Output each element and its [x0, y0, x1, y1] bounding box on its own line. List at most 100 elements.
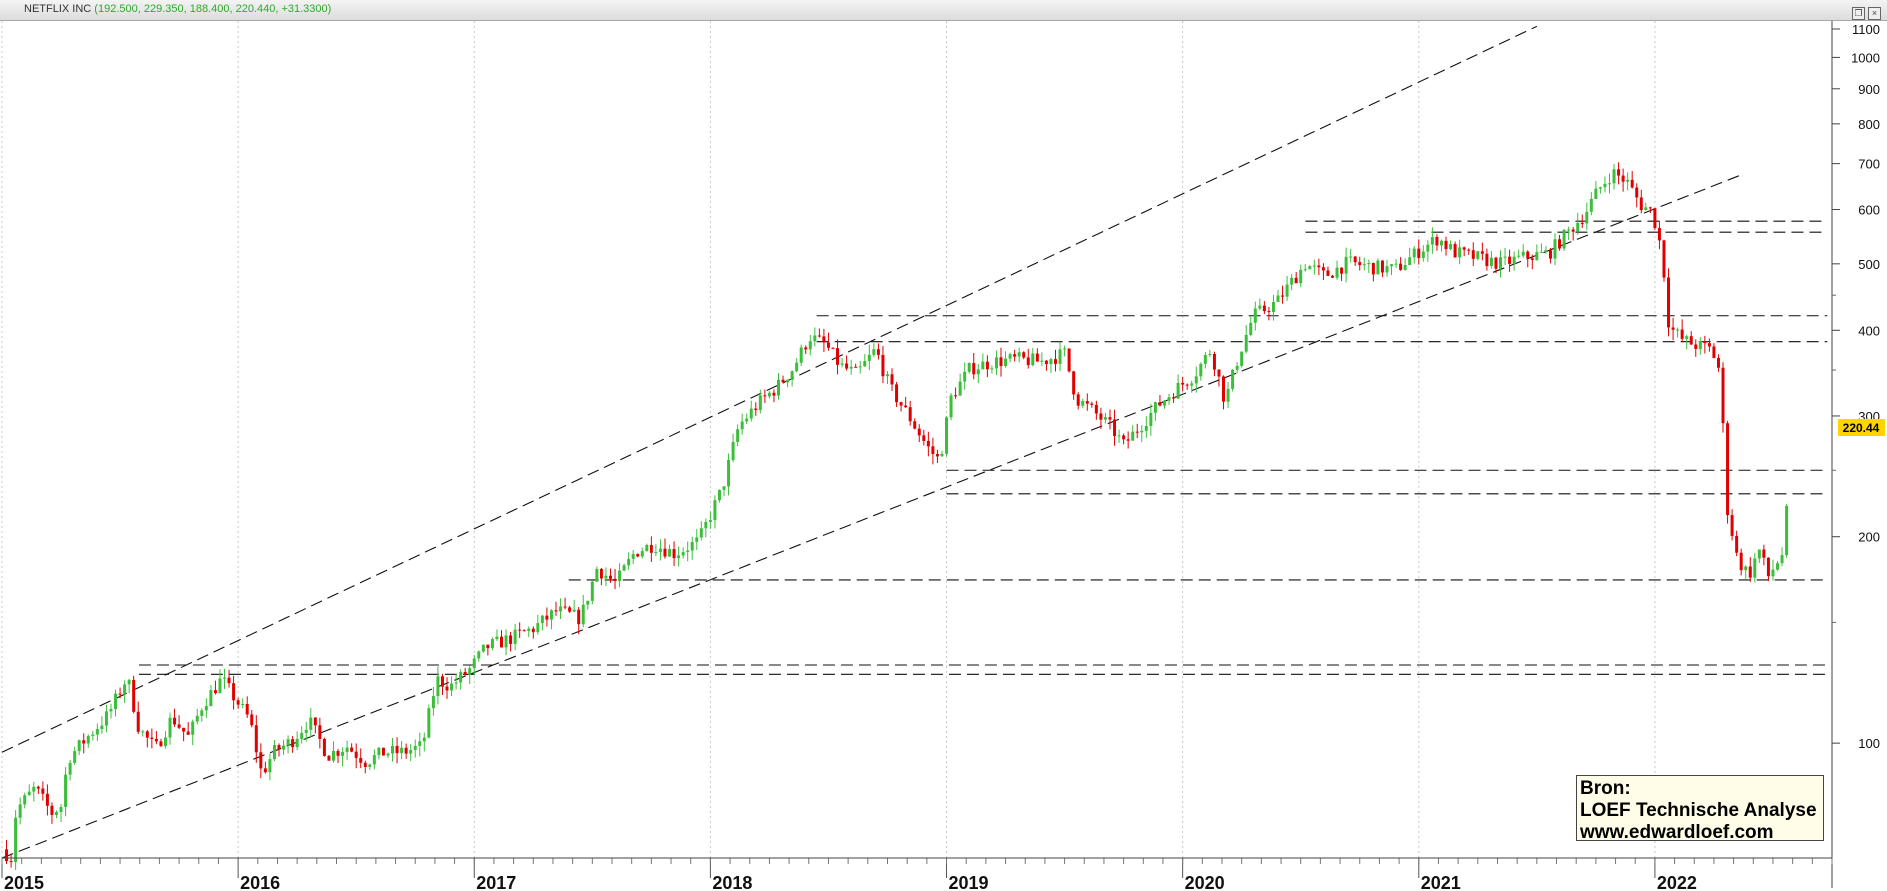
candle-body-down [1548, 250, 1552, 259]
candle-body-up [223, 677, 227, 679]
candle-body-down [904, 405, 908, 408]
candle-body-up [1499, 257, 1503, 269]
candle-body-up [1131, 431, 1135, 441]
candle-body-up [1049, 359, 1053, 365]
candle-body-down [926, 440, 930, 447]
close-icon[interactable]: × [1868, 7, 1881, 20]
candle-body-down [954, 395, 958, 397]
candle-body-down [486, 644, 490, 649]
candle-body-up [436, 676, 440, 697]
candle-body-down [159, 741, 163, 747]
candle-body-up [799, 347, 803, 363]
candle-body-up [1140, 430, 1144, 433]
candle-body-up [218, 678, 222, 694]
candle-body-down [1703, 340, 1707, 344]
candle-body-up [286, 739, 290, 746]
last-price-badge [1838, 419, 1885, 436]
candle-body-up [1235, 365, 1239, 370]
candle-body-up [1757, 549, 1761, 559]
candle-body-down [1494, 257, 1498, 269]
candle-body-down [1444, 240, 1448, 250]
candle-body-up [1226, 388, 1230, 402]
candle-body-up [654, 552, 658, 554]
candle-body-down [985, 361, 989, 370]
candle-body-up [976, 369, 980, 375]
candle-body-down [132, 679, 136, 712]
candle-body-up [1539, 251, 1543, 253]
candle-body-up [1753, 558, 1757, 578]
candle-body-down [1726, 423, 1730, 516]
candle-body-up [200, 710, 204, 716]
candle-body-up [536, 623, 540, 633]
candle-body-up [195, 715, 199, 722]
candle-body-up [717, 489, 721, 501]
candle-body-down [1630, 179, 1634, 188]
candle-body-up [1153, 402, 1157, 413]
candle-body-down [772, 392, 776, 396]
candle-body-down [1694, 344, 1698, 349]
candle-body-down [917, 428, 921, 436]
candle-body-up [372, 755, 376, 765]
candle-body-down [1090, 403, 1094, 405]
candle-body-up [1312, 265, 1316, 267]
candle-body-down [826, 342, 830, 348]
candle-body-up [32, 786, 36, 792]
candle-body-down [182, 727, 186, 732]
candle-body-down [577, 609, 581, 625]
trend-channel-line [1, 25, 1538, 753]
candle-body-up [454, 682, 458, 684]
candle-body-down [136, 711, 140, 732]
candle-body-up [549, 610, 553, 620]
candle-body-down [1621, 175, 1625, 182]
candle-body-up [59, 806, 63, 812]
candle-body-up [468, 668, 472, 675]
candle-body-down [154, 738, 158, 742]
candle-body-up [1458, 247, 1462, 258]
candle-body-up [1299, 269, 1303, 284]
candle-body-down [1321, 267, 1325, 271]
candle-body-up [1199, 363, 1203, 377]
candle-body-up [513, 629, 517, 644]
candle-body-down [922, 435, 926, 441]
candle-body-down [1094, 404, 1098, 414]
candle-body-up [295, 738, 299, 748]
candle-body-down [1667, 277, 1671, 328]
candle-body-up [940, 453, 944, 457]
candle-body-up [23, 795, 27, 805]
candle-body-down [895, 384, 899, 403]
candle-body-down [1135, 431, 1139, 433]
candle-body-up [745, 418, 749, 422]
candle-body-up [1004, 358, 1008, 367]
candle-body-up [1285, 284, 1289, 297]
candle-body-up [1426, 244, 1430, 252]
candle-body-up [1603, 183, 1607, 188]
candle-body-up [1144, 426, 1148, 431]
candle-body-up [1476, 251, 1480, 259]
candle-body-up [695, 537, 699, 542]
candle-body-up [1503, 256, 1507, 258]
candle-body-up [73, 751, 77, 763]
candle-body-down [636, 554, 640, 557]
candle-body-down [1399, 263, 1403, 270]
candle-body-up [699, 528, 703, 538]
candle-body-down [1657, 228, 1661, 241]
candle-body-up [1344, 256, 1348, 274]
candle-body-up [1535, 252, 1539, 260]
candle-body-up [713, 500, 717, 521]
candle-body-up [1017, 352, 1021, 357]
candle-body-up [1040, 360, 1044, 362]
restore-icon[interactable]: ❐ [1852, 7, 1865, 20]
candle-body-up [1376, 260, 1380, 275]
candle-body-down [263, 768, 267, 773]
candle-body-up [1303, 269, 1307, 271]
candle-body-up [127, 679, 131, 685]
candle-body-down [1689, 336, 1693, 345]
last-price-marker: 220.44 [1838, 419, 1885, 436]
last-price-label: 220.44 [1843, 421, 1880, 435]
candle-body-up [477, 651, 481, 659]
y-tick-label: 700 [1858, 157, 1880, 172]
candle-body-down [254, 725, 258, 753]
y-tick-label: 200 [1858, 530, 1880, 545]
candle-body-down [1526, 251, 1530, 259]
candle-body-up [1349, 256, 1353, 258]
